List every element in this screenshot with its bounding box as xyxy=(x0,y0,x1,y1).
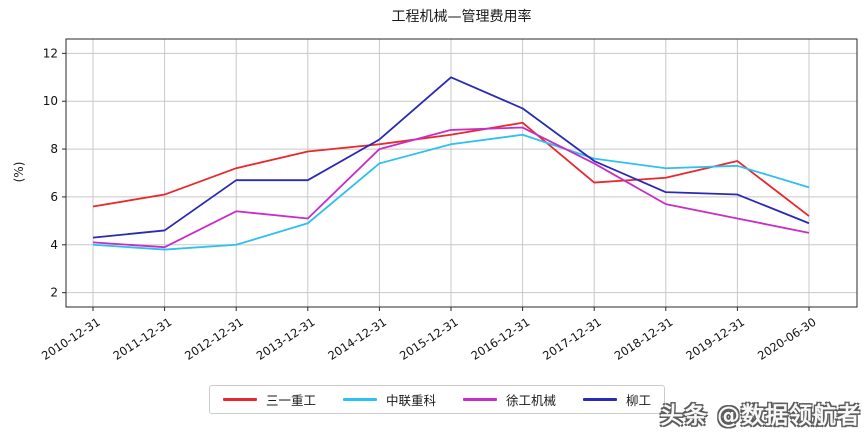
x-tick-label: 2017-12-31 xyxy=(540,315,604,363)
x-tick-label: 2012-12-31 xyxy=(182,315,246,363)
x-tick-label: 2011-12-31 xyxy=(111,315,175,363)
y-tick-label: 8 xyxy=(50,142,58,156)
x-tick-label: 2019-12-31 xyxy=(683,315,747,363)
series-line-三一重工 xyxy=(92,121,810,217)
legend-label: 三一重工 xyxy=(266,393,317,408)
legend-swatch xyxy=(463,398,498,401)
legend-item: 三一重工 xyxy=(223,390,316,409)
y-tick-label: 4 xyxy=(50,238,58,252)
y-tick-label: 10 xyxy=(43,94,58,108)
x-tick-label: 2016-12-31 xyxy=(469,315,533,363)
legend-swatch xyxy=(343,398,378,401)
chart-title: 工程机械—管理费用率 xyxy=(391,9,532,25)
legend-item: 中联重科 xyxy=(343,390,436,409)
x-tick-label: 2020-06-30 xyxy=(755,315,819,363)
y-tick-label: 12 xyxy=(43,46,58,60)
x-tick-label: 2014-12-31 xyxy=(325,315,389,363)
legend-item: 徐工机械 xyxy=(463,390,556,409)
legend-swatch xyxy=(223,398,257,401)
x-tick-label: 2018-12-31 xyxy=(612,315,676,363)
legend-label: 徐工机械 xyxy=(506,393,557,408)
x-tick-label: 2013-12-31 xyxy=(254,315,318,363)
series-line-中联重科 xyxy=(92,133,810,251)
y-tick-label: 2 xyxy=(50,286,58,300)
legend-label: 中联重科 xyxy=(386,393,437,408)
series-line-徐工机械 xyxy=(92,126,810,249)
x-tick-label: 2010-12-31 xyxy=(39,315,103,363)
y-tick-label: 6 xyxy=(50,190,58,204)
legend-item: 柳工 xyxy=(583,390,651,409)
legend-swatch xyxy=(583,398,618,401)
legend: 三一重工 中联重科 徐工机械 柳工 xyxy=(209,385,666,414)
series-line-柳工 xyxy=(92,76,810,239)
watermark: 头条 @数据领航者 xyxy=(659,403,861,429)
x-tick-label: 2015-12-31 xyxy=(397,315,461,363)
y-axis-label: (%) xyxy=(12,161,26,183)
plot-frame xyxy=(65,38,858,308)
legend-label: 柳工 xyxy=(626,393,652,408)
